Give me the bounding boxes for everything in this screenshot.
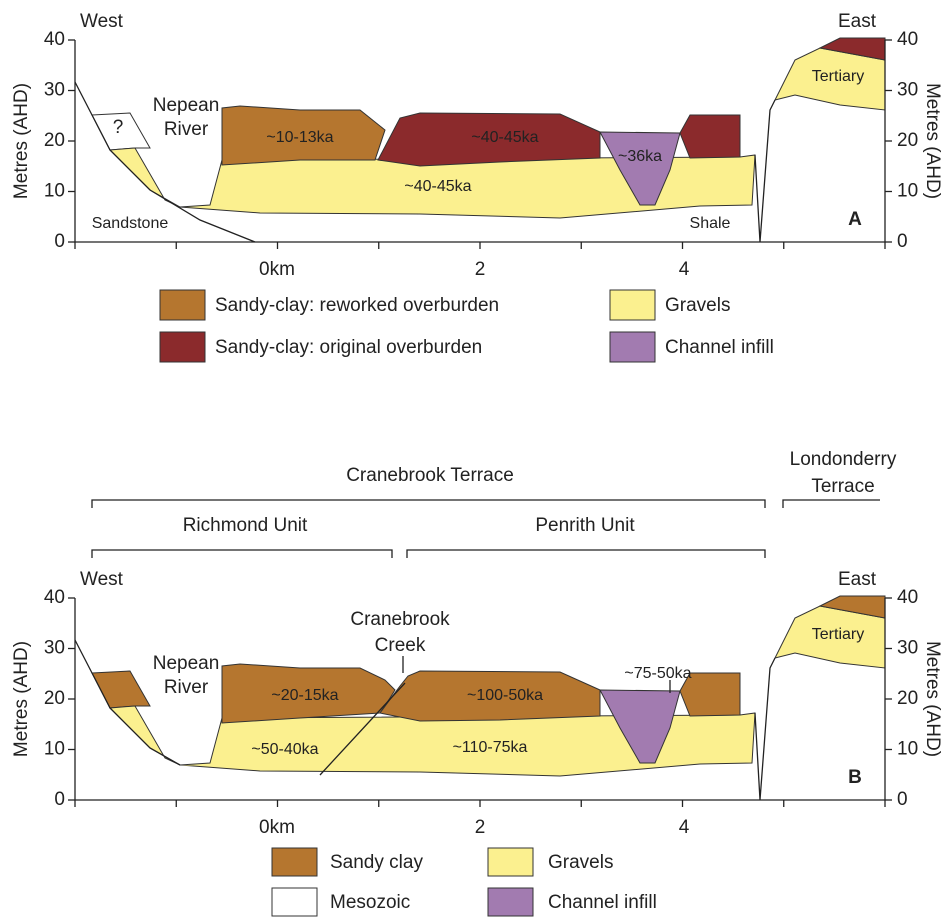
x-tick-label: 0km (259, 259, 295, 280)
label: ~110-75ka (453, 739, 528, 756)
label: Nepean (153, 653, 220, 674)
terrace-label: Londonderry (790, 449, 897, 470)
original-overburden (680, 115, 740, 158)
y-tick-label: 10 (897, 181, 918, 202)
ground-line (755, 100, 775, 242)
axis-title: Metres (AHD) (11, 83, 32, 199)
legend-swatch (160, 332, 205, 362)
legend-swatch (272, 888, 317, 916)
legend-swatch (272, 848, 317, 876)
legend-label: Channel infill (548, 892, 657, 913)
y-tick-label: 30 (44, 638, 65, 659)
panel-letter: A (848, 209, 862, 230)
unit-label: Richmond Unit (183, 515, 308, 536)
label: ~50-40ka (251, 741, 318, 758)
direction: West (80, 569, 124, 590)
y-tick-label: 40 (44, 29, 65, 50)
label: River (164, 119, 209, 140)
y-tick-label: 0 (897, 231, 908, 252)
panel-letter: B (848, 767, 862, 788)
axis-title: Metres (AHD) (11, 641, 32, 757)
label: Sandstone (92, 215, 169, 232)
axis-title: Metres (AHD) (922, 641, 943, 757)
direction: West (80, 11, 124, 32)
y-tick-label: 20 (44, 130, 65, 151)
legend-swatch (610, 332, 655, 362)
y-tick-label: 20 (44, 688, 65, 709)
legend-swatch (160, 290, 205, 320)
x-tick-label: 4 (679, 817, 690, 838)
label: Shale (690, 215, 731, 232)
terrace-label: Terrace (811, 476, 874, 497)
page: ? Nepean River Sandstone Shale ~10-13ka … (0, 0, 949, 920)
y-tick-label: 0 (54, 789, 65, 810)
y-tick-label: 10 (44, 739, 65, 760)
label: ? (113, 117, 124, 138)
y-tick-label: 10 (44, 181, 65, 202)
x-tick-label: 0km (259, 817, 295, 838)
legend-label: Channel infill (665, 337, 774, 358)
legend-label: Sandy-clay: original overburden (215, 337, 482, 358)
label: Cranebrook (350, 609, 450, 630)
direction: East (838, 569, 877, 590)
y-tick-label: 30 (897, 80, 918, 101)
legend-swatch (610, 290, 655, 320)
panel-a: ? Nepean River Sandstone Shale ~10-13ka … (11, 11, 943, 362)
legend-label: Gravels (665, 295, 730, 316)
label: River (164, 677, 209, 698)
label: ~75-50ka (624, 665, 691, 682)
label: ~40-45ka (471, 129, 538, 146)
legend-label: Gravels (548, 852, 613, 873)
y-tick-label: 0 (54, 231, 65, 252)
panel-b: Nepean River Cranebrook Creek ~20-15ka ~… (11, 569, 943, 916)
y-tick-label: 0 (897, 789, 908, 810)
label: ~20-15ka (271, 687, 338, 704)
direction: East (838, 11, 877, 32)
label: Tertiary (812, 68, 864, 85)
terrace-label: Cranebrook Terrace (346, 465, 514, 486)
y-tick-label: 40 (897, 587, 918, 608)
label: ~10-13ka (266, 129, 333, 146)
legend-label: Sandy-clay: reworked overburden (215, 295, 499, 316)
y-tick-label: 40 (44, 587, 65, 608)
legend-label: Mesozoic (330, 892, 410, 913)
unit-label: Penrith Unit (535, 515, 635, 536)
x-tick-label: 4 (679, 259, 690, 280)
y-tick-label: 10 (897, 739, 918, 760)
legend-label: Sandy clay (330, 852, 423, 873)
label: ~100-50ka (467, 687, 543, 704)
label: Nepean (153, 95, 220, 116)
label: Creek (375, 635, 426, 656)
legend-swatch (488, 848, 533, 876)
y-tick-label: 40 (897, 29, 918, 50)
y-tick-label: 30 (44, 80, 65, 101)
x-tick-label: 2 (475, 259, 486, 280)
figure: ? Nepean River Sandstone Shale ~10-13ka … (0, 0, 949, 920)
y-tick-label: 20 (897, 130, 918, 151)
terrace-brackets: Cranebrook Terrace Londonderry Terrace R… (92, 449, 897, 558)
label: ~40-45ka (404, 178, 471, 195)
label: ~36ka (618, 148, 662, 165)
legend-swatch (488, 888, 533, 916)
x-tick-label: 2 (475, 817, 486, 838)
y-tick-label: 20 (897, 688, 918, 709)
label: Tertiary (812, 626, 864, 643)
y-tick-label: 30 (897, 638, 918, 659)
axis-title: Metres (AHD) (922, 83, 943, 199)
